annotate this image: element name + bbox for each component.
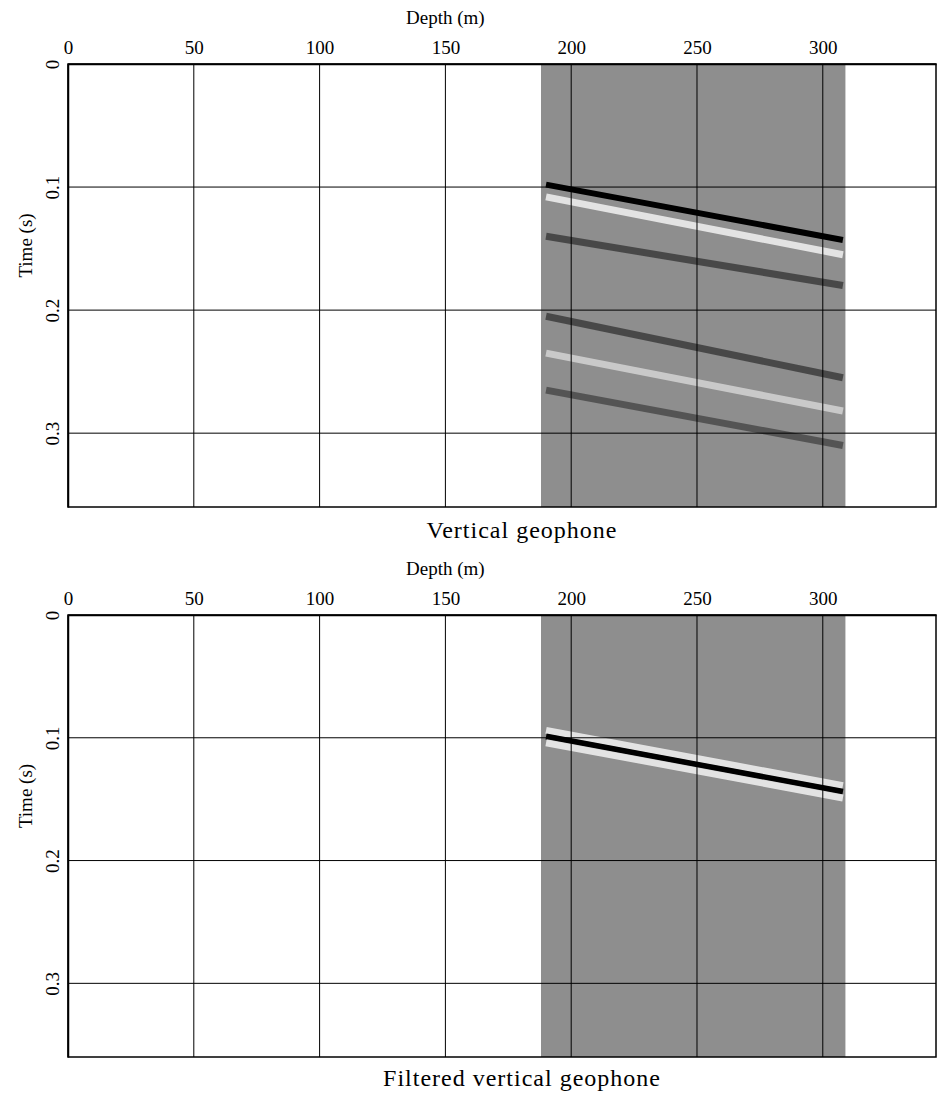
- grid-line: [193, 64, 194, 507]
- plot-area: [541, 615, 845, 1057]
- grid-line: [696, 64, 697, 507]
- tick: 200: [557, 588, 586, 615]
- tick-label: 0.1: [42, 176, 63, 200]
- tick-label: 250: [683, 588, 712, 609]
- grid-line: [822, 64, 823, 507]
- tick-label: 200: [557, 588, 586, 609]
- grid: [68, 64, 936, 507]
- tick-label: 150: [432, 588, 461, 609]
- grid-line: [319, 615, 320, 1057]
- tick-label: 300: [809, 37, 838, 58]
- tick-label: 0.2: [42, 849, 63, 873]
- tick: 0.1: [42, 176, 68, 200]
- grid-line: [68, 860, 936, 861]
- events: [546, 730, 843, 798]
- tick: 0.3: [42, 972, 68, 996]
- tick-label: 50: [185, 37, 204, 58]
- tick: 250: [683, 37, 712, 64]
- tick-label: 150: [432, 37, 461, 58]
- tick: 0: [64, 588, 74, 615]
- tick-label: 0.1: [42, 726, 63, 750]
- tick-label: 0: [42, 60, 63, 70]
- axis-line: [68, 65, 70, 508]
- event-line: [546, 743, 843, 798]
- tick-label: 50: [185, 588, 204, 609]
- tick-label: 0: [64, 588, 74, 609]
- chart-title: Filtered vertical geophone: [383, 1065, 661, 1091]
- grid-line: [822, 615, 823, 1057]
- event-line: [546, 353, 843, 411]
- y-axis-title: Time (s): [15, 764, 37, 828]
- y-axis: 0 0.1 0.2 0.3: [42, 60, 69, 508]
- event-line: [546, 737, 843, 792]
- grid-line: [571, 64, 572, 507]
- tick: 50: [185, 588, 204, 615]
- tick: 250: [683, 588, 712, 615]
- tick: 50: [185, 37, 204, 64]
- event-line: [546, 390, 843, 445]
- plot-frame: [68, 615, 936, 1057]
- tick: 0.2: [42, 299, 68, 323]
- tick-label: 0.2: [42, 299, 63, 323]
- grid-line: [445, 615, 446, 1057]
- grid-line: [445, 64, 446, 507]
- chart-title: Vertical geophone: [427, 517, 618, 543]
- tick: 0: [64, 37, 74, 64]
- tick: 300: [809, 37, 838, 64]
- plot-frame: [68, 64, 936, 507]
- x-axis-title: Depth (m): [406, 558, 485, 580]
- grid-line: [696, 615, 697, 1057]
- x-axis: 0 50 100 150 200 250 300: [64, 588, 937, 616]
- tick: 200: [557, 37, 586, 64]
- tick: 100: [306, 588, 335, 615]
- event-line: [546, 316, 843, 378]
- grid-line: [68, 187, 936, 188]
- tick-label: 0: [64, 37, 74, 58]
- events: [546, 185, 843, 446]
- grid-line: [68, 433, 936, 434]
- record-section: [541, 64, 845, 507]
- grid-line: [319, 64, 320, 507]
- tick-label: 250: [683, 37, 712, 58]
- tick: 0.1: [42, 726, 68, 750]
- event-line: [546, 236, 843, 285]
- event-line: [546, 730, 843, 785]
- tick: 0: [42, 60, 68, 70]
- tick: 150: [432, 588, 461, 615]
- grid-line: [68, 737, 936, 738]
- tick: 150: [432, 37, 461, 64]
- y-axis: 0 0.1 0.2 0.3: [42, 611, 69, 1058]
- plot-area: [541, 64, 845, 507]
- tick: 100: [306, 37, 335, 64]
- event-line: [546, 185, 843, 240]
- figure: 0 50 100 150 200 250 300 0 0.1 0.2 0.3 Depth (m) Tim…: [0, 0, 943, 1097]
- grid-line: [193, 615, 194, 1057]
- tick-label: 0.3: [42, 422, 63, 446]
- tick: 0: [42, 611, 68, 621]
- axis-line: [68, 616, 70, 1058]
- tick-label: 300: [809, 588, 838, 609]
- tick-label: 0.3: [42, 972, 63, 996]
- x-axis-title: Depth (m): [406, 7, 485, 29]
- tick-label: 100: [306, 588, 335, 609]
- tick-label: 200: [557, 37, 586, 58]
- tick: 300: [809, 588, 838, 615]
- tick: 0.3: [42, 422, 68, 446]
- record-section: [541, 615, 845, 1057]
- grid-line: [68, 983, 936, 984]
- x-axis: 0 50 100 150 200 250 300: [64, 37, 937, 65]
- axis-line: [69, 615, 937, 617]
- grid-line: [571, 615, 572, 1057]
- tick-label: 100: [306, 37, 335, 58]
- axis-line: [69, 64, 937, 66]
- grid-line: [68, 310, 936, 311]
- panel: 0 50 100 150 200 250 300 0 0.1 0.2 0.3 Depth (m) Tim…: [15, 7, 937, 543]
- panel: 0 50 100 150 200 250 300 0 0.1 0.2 0.3 Depth (m) Tim…: [15, 558, 937, 1091]
- grid: [68, 615, 936, 1057]
- tick: 0.2: [42, 849, 68, 873]
- tick-label: 0: [42, 611, 63, 621]
- y-axis-title: Time (s): [15, 213, 37, 277]
